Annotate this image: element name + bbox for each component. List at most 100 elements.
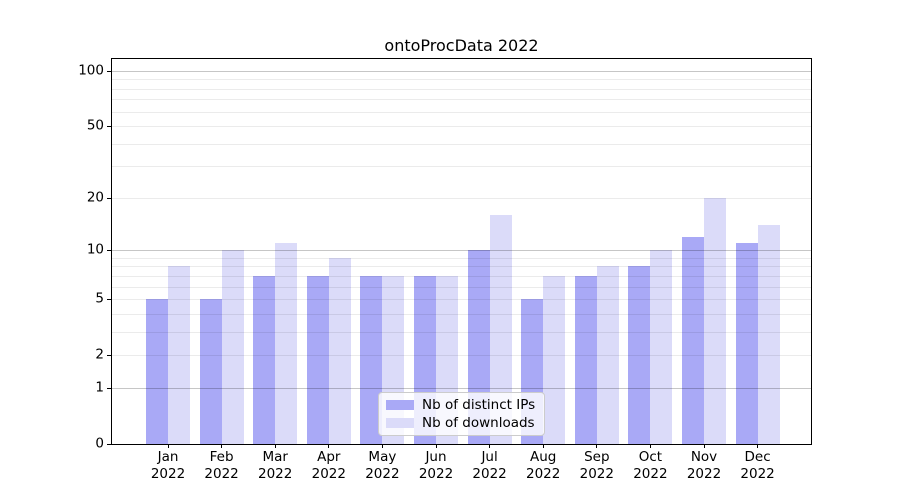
bar-distinct-ips-may (360, 275, 383, 444)
gridline-minor-70 (112, 99, 811, 101)
bar-downloads-oct (650, 250, 673, 444)
x-tick-label-sep: Sep 2022 (552, 449, 642, 482)
bar-distinct-ips-sep (574, 275, 597, 444)
gridline-major-1 (112, 388, 811, 389)
y-tick-mark-20 (107, 197, 111, 200)
gridline-minor-3 (112, 331, 811, 333)
x-tick-mark-may (381, 444, 384, 448)
y-tick-label-50: 50 (86, 117, 104, 134)
x-tick-mark-sep (596, 444, 598, 448)
legend-item-distinct-ips: Nb of distinct IPs (386, 397, 544, 413)
x-tick-year: 2022 (258, 465, 293, 482)
x-tick-month: Nov (690, 449, 718, 465)
bar-downloads-jul (489, 214, 512, 444)
x-tick-label-aug: Aug 2022 (498, 449, 588, 482)
legend: Nb of distinct IPs Nb of downloads (378, 392, 545, 436)
x-tick-year: 2022 (418, 465, 454, 482)
gridline-minor-60 (112, 111, 811, 113)
x-tick-year: 2022 (740, 465, 775, 482)
x-tick-mark-oct (649, 444, 652, 448)
y-tick-mark-5 (107, 299, 111, 301)
x-tick-mark-nov (703, 444, 705, 448)
x-tick-year: 2022 (472, 465, 507, 482)
x-tick-mark-jan (167, 444, 169, 448)
gridline-minor-9 (112, 257, 811, 259)
bar-distinct-ips-feb (199, 299, 222, 444)
x-tick-label-feb: Feb 2022 (177, 449, 267, 482)
x-tick-month: Apr (317, 449, 341, 465)
y-tick-mark-100 (107, 70, 111, 73)
plot-area (111, 58, 812, 445)
x-tick-month: Oct (638, 449, 663, 465)
bar-downloads-apr (328, 257, 351, 444)
legend-item-downloads: Nb of downloads (386, 415, 544, 431)
legend-label-downloads: Nb of downloads (422, 415, 535, 431)
x-tick-label-jan: Jan 2022 (123, 449, 213, 482)
x-tick-mark-dec (757, 444, 759, 448)
bar-downloads-feb (221, 250, 244, 444)
x-tick-month: Jun (425, 449, 447, 465)
x-tick-label-nov: Nov 2022 (659, 449, 749, 482)
gridline-minor-40 (112, 143, 811, 145)
x-tick-month: Sep (584, 449, 610, 465)
bar-downloads-dec (757, 225, 780, 444)
x-tick-mark-aug (542, 444, 544, 448)
y-tick-mark-2 (107, 355, 111, 357)
x-tick-mark-jun (435, 444, 437, 448)
x-tick-month: Mar (262, 449, 288, 465)
y-tick-label-100: 100 (78, 62, 104, 79)
x-tick-month: Feb (209, 449, 234, 465)
x-tick-label-jun: Jun 2022 (391, 449, 481, 482)
x-tick-label-may: May 2022 (337, 449, 427, 482)
x-tick-month: Dec (744, 449, 771, 465)
x-tick-month: Aug (530, 449, 557, 465)
y-tick-label-20: 20 (86, 189, 104, 206)
x-tick-mark-apr (328, 444, 330, 448)
gridline-minor-7 (112, 275, 811, 277)
gridline-minor-5 (112, 299, 811, 301)
bar-downloads-nov (704, 197, 726, 444)
y-tick-label-10: 10 (86, 241, 104, 258)
x-tick-year: 2022 (204, 465, 239, 482)
legend-label-distinct-ips: Nb of distinct IPs (422, 397, 536, 413)
gridline-minor-50 (112, 126, 811, 128)
y-tick-mark-10 (107, 250, 111, 252)
x-tick-month: Jan (157, 449, 179, 465)
y-tick-mark-0 (107, 444, 111, 446)
x-tick-year: 2022 (526, 465, 561, 482)
x-tick-year: 2022 (365, 465, 400, 482)
bar-downloads-jan (168, 266, 190, 444)
gridline-minor-90 (112, 79, 811, 81)
x-tick-year: 2022 (686, 465, 722, 482)
gridline-minor-4 (112, 313, 811, 315)
bar-distinct-ips-dec (735, 243, 758, 444)
x-tick-label-apr: Apr 2022 (284, 449, 374, 482)
bar-downloads-mar (275, 243, 298, 444)
gridline-minor-6 (112, 286, 811, 288)
gridline-minor-80 (112, 88, 811, 90)
y-tick-label-1: 1 (95, 379, 104, 396)
gridline-minor-20 (112, 197, 811, 199)
x-tick-mark-mar (274, 444, 276, 448)
gridline-minor-30 (112, 166, 811, 168)
x-tick-mark-feb (221, 444, 223, 448)
gridline-major-10 (112, 250, 811, 252)
y-tick-label-0: 0 (95, 435, 104, 452)
x-tick-year: 2022 (579, 465, 614, 482)
bar-distinct-ips-nov (682, 236, 704, 444)
y-tick-mark-1 (107, 388, 111, 390)
chart-title: ontoProcData 2022 (384, 36, 539, 55)
bar-distinct-ips-apr (306, 275, 329, 444)
x-tick-label-oct: Oct 2022 (605, 449, 695, 482)
gridline-minor-8 (112, 266, 811, 268)
bar-downloads-aug (543, 275, 566, 444)
x-tick-label-mar: Mar 2022 (230, 449, 320, 482)
gridline-major-100 (112, 70, 811, 72)
x-tick-year: 2022 (150, 465, 186, 482)
x-tick-label-jul: Jul 2022 (445, 449, 535, 482)
bar-distinct-ips-mar (253, 275, 276, 444)
gridline-minor-2 (112, 355, 811, 357)
x-tick-year: 2022 (633, 465, 668, 482)
y-tick-mark-50 (107, 126, 111, 128)
